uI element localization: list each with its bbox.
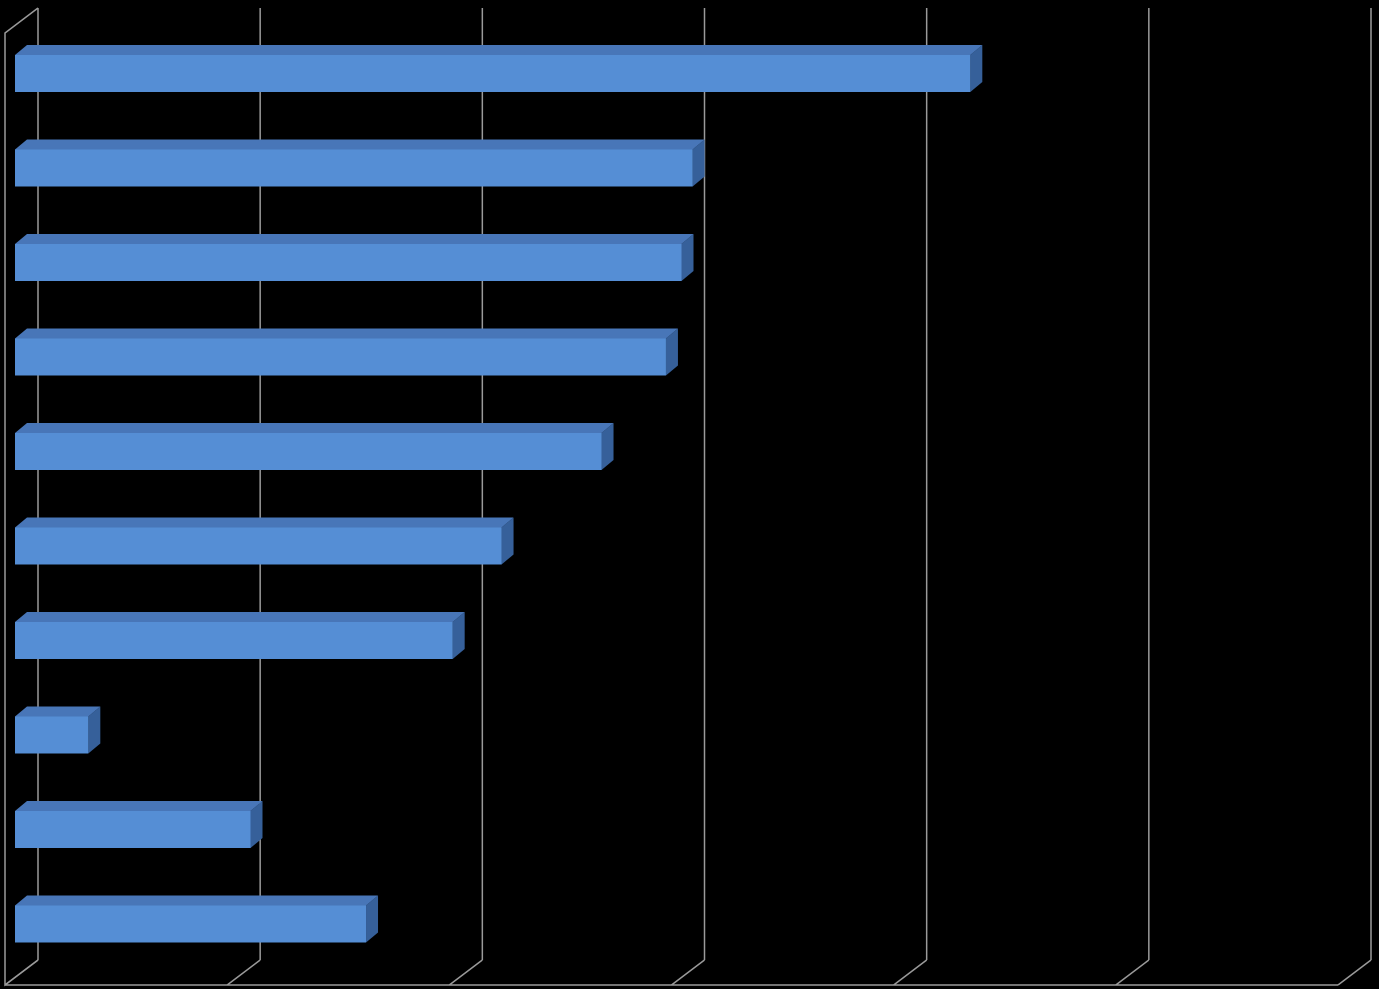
floor-line xyxy=(671,959,705,986)
bar xyxy=(15,527,502,565)
bar-top xyxy=(15,139,705,150)
bar-side xyxy=(366,895,379,943)
bar xyxy=(15,622,453,659)
bar xyxy=(15,149,693,187)
bar-top xyxy=(15,612,465,622)
floor-line xyxy=(226,959,261,986)
bar-side xyxy=(665,328,678,376)
bar xyxy=(15,338,666,376)
bar-top xyxy=(15,895,379,906)
bar xyxy=(15,55,971,92)
bar xyxy=(15,905,367,943)
floor-line xyxy=(4,959,39,986)
bar xyxy=(15,244,682,281)
bar-side xyxy=(88,706,101,754)
bar-side xyxy=(501,517,514,565)
floor-line xyxy=(1115,959,1150,986)
bar-side xyxy=(250,801,263,848)
bar-side xyxy=(970,45,983,92)
floor-line xyxy=(893,959,928,986)
bar-side xyxy=(692,139,705,187)
bar-side xyxy=(601,423,614,470)
bar-top xyxy=(15,706,101,717)
bar-top xyxy=(15,328,678,339)
bar xyxy=(15,811,251,848)
bar xyxy=(15,716,89,754)
floor-line xyxy=(448,959,483,986)
bar-top xyxy=(15,423,614,433)
bar-side xyxy=(681,234,694,281)
bar xyxy=(15,433,602,470)
bar-top xyxy=(15,45,983,55)
bar-top xyxy=(15,234,694,244)
bar-side xyxy=(452,612,465,659)
bar-top xyxy=(15,801,263,811)
floor-line xyxy=(1337,959,1372,986)
bar-top xyxy=(15,517,514,528)
